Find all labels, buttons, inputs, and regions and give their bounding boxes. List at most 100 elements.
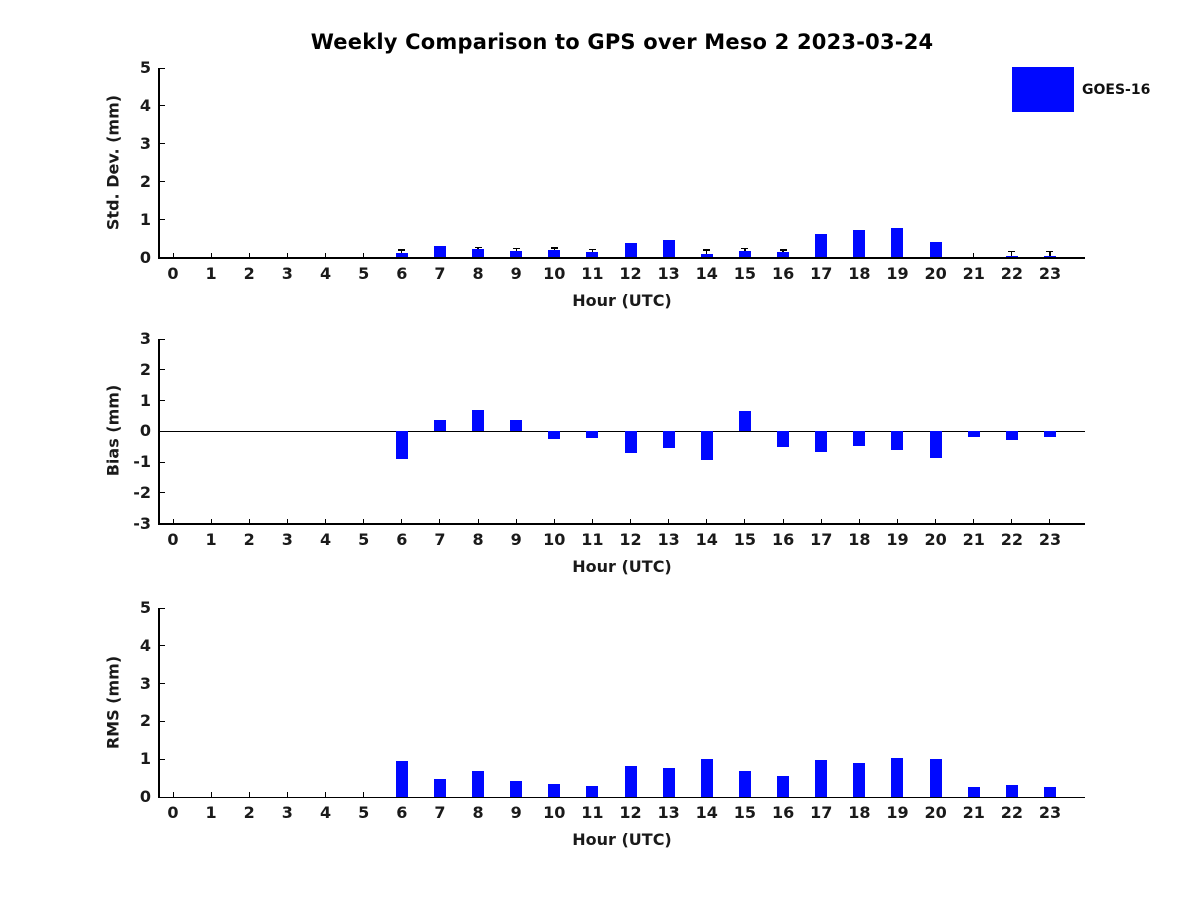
bar-hour-6	[395, 252, 408, 258]
x-tick-label: 11	[581, 263, 604, 283]
x-tick	[973, 518, 975, 524]
x-tick	[363, 252, 365, 258]
bar-hour-7	[433, 419, 446, 432]
x-tick	[248, 252, 250, 258]
x-tick-label: 11	[581, 529, 604, 549]
x-tick-label: 3	[281, 803, 293, 822]
x-tick-label: 17	[810, 803, 833, 822]
y-tick	[159, 400, 165, 401]
x-tick-label: 12	[619, 529, 642, 549]
bar-hour-17	[815, 759, 828, 797]
x-tick	[439, 518, 441, 524]
x-tick-label: 9	[510, 263, 522, 283]
error-bar-line	[1011, 251, 1013, 256]
legend-swatch-goes16	[1012, 67, 1074, 112]
y-axis-label-rms-panel: RMS (mm)	[103, 655, 123, 749]
x-tick-label: 15	[733, 803, 757, 822]
y-tick	[159, 683, 165, 685]
y-tick-label: -2	[133, 482, 151, 502]
x-tick-label: 5	[358, 803, 370, 822]
x-tick-label: 9	[510, 803, 522, 822]
x-tick	[363, 792, 365, 797]
x-tick	[172, 518, 174, 524]
error-bar-cap	[512, 247, 520, 250]
bar-hour-16	[777, 775, 790, 797]
x-tick-label: 10	[543, 529, 566, 549]
y-tick-label: 5	[139, 58, 151, 77]
error-bar-line	[744, 248, 746, 251]
x-tick-label: 15	[733, 263, 757, 283]
bar-hour-16	[777, 251, 790, 258]
y-tick-label: 1	[139, 390, 151, 410]
error-bar-line	[591, 249, 594, 252]
bar-hour-8	[472, 770, 485, 797]
x-tick-label: 2	[243, 263, 255, 283]
x-tick-label: 20	[924, 263, 947, 283]
x-axis-label: Hour (UTC)	[572, 556, 672, 576]
x-tick	[325, 252, 327, 258]
y-tick-label: 4	[139, 95, 151, 115]
y-tick-label: -1	[133, 452, 151, 471]
y-tick-label: 2	[139, 359, 151, 379]
y-tick	[159, 720, 165, 722]
x-tick	[286, 792, 288, 797]
x-tick-label: 18	[848, 803, 871, 822]
x-tick-label: 1	[205, 529, 217, 549]
bar-hour-12	[624, 766, 637, 797]
x-axis-spine	[158, 257, 1085, 259]
y-tick	[159, 219, 165, 221]
x-tick-label: 11	[581, 803, 604, 822]
x-tick	[553, 518, 555, 524]
x-axis-spine	[158, 796, 1085, 798]
x-tick	[172, 792, 174, 797]
y-tick-label: 5	[139, 598, 151, 617]
y-tick	[159, 758, 165, 760]
y-tick	[159, 143, 165, 145]
error-bar-line	[401, 249, 403, 253]
bar-hour-13	[662, 240, 675, 258]
bar-hour-15	[738, 411, 751, 432]
x-axis-spine	[158, 523, 1085, 525]
x-tick-label: 20	[924, 803, 947, 822]
x-tick-label: 21	[962, 803, 985, 822]
x-tick-label: 4	[319, 263, 332, 283]
x-tick-label: 10	[543, 263, 566, 283]
x-tick	[210, 792, 212, 797]
x-tick	[248, 518, 250, 524]
x-tick-label: 16	[771, 529, 795, 549]
y-tick	[159, 181, 165, 183]
x-tick-label: 19	[886, 529, 909, 549]
x-tick-label: 20	[924, 529, 947, 549]
error-bar-cap	[588, 248, 596, 251]
y-tick	[159, 105, 165, 107]
y-axis-label-bias-panel: Bias (mm)	[103, 384, 123, 477]
error-bar-line	[1049, 251, 1051, 256]
x-tick-label: 16	[771, 263, 795, 283]
bar-hour-17	[815, 431, 828, 452]
x-tick-label: 0	[167, 803, 179, 822]
error-bar-cap	[703, 249, 711, 251]
x-tick-label: 13	[657, 803, 680, 822]
bar-hour-8	[472, 410, 485, 432]
chart-title: Weekly Comparison to GPS over Meso 2 202…	[310, 30, 934, 54]
y-axis-spine	[158, 608, 160, 797]
error-bar-cap	[474, 246, 482, 249]
bar-hour-8	[472, 249, 485, 258]
bar-hour-22	[1005, 431, 1018, 441]
x-tick-label: 7	[434, 803, 446, 822]
bar-hour-9	[510, 250, 523, 258]
bar-hour-6	[395, 431, 408, 459]
x-tick-label: 18	[848, 263, 871, 283]
bar-hour-22	[1005, 255, 1018, 258]
bar-hour-6	[395, 761, 408, 797]
bar-hour-14	[700, 759, 713, 797]
bar-hour-13	[662, 431, 675, 449]
bar-hour-9	[510, 781, 523, 797]
y-axis-label-std-dev-panel: Std. Dev. (mm)	[103, 94, 123, 230]
x-tick-label: 2	[243, 803, 255, 822]
bar-hour-20	[929, 431, 942, 458]
x-tick	[515, 518, 517, 524]
x-tick-label: 5	[358, 529, 370, 549]
x-tick	[325, 792, 327, 797]
bar-hour-21	[967, 431, 980, 438]
